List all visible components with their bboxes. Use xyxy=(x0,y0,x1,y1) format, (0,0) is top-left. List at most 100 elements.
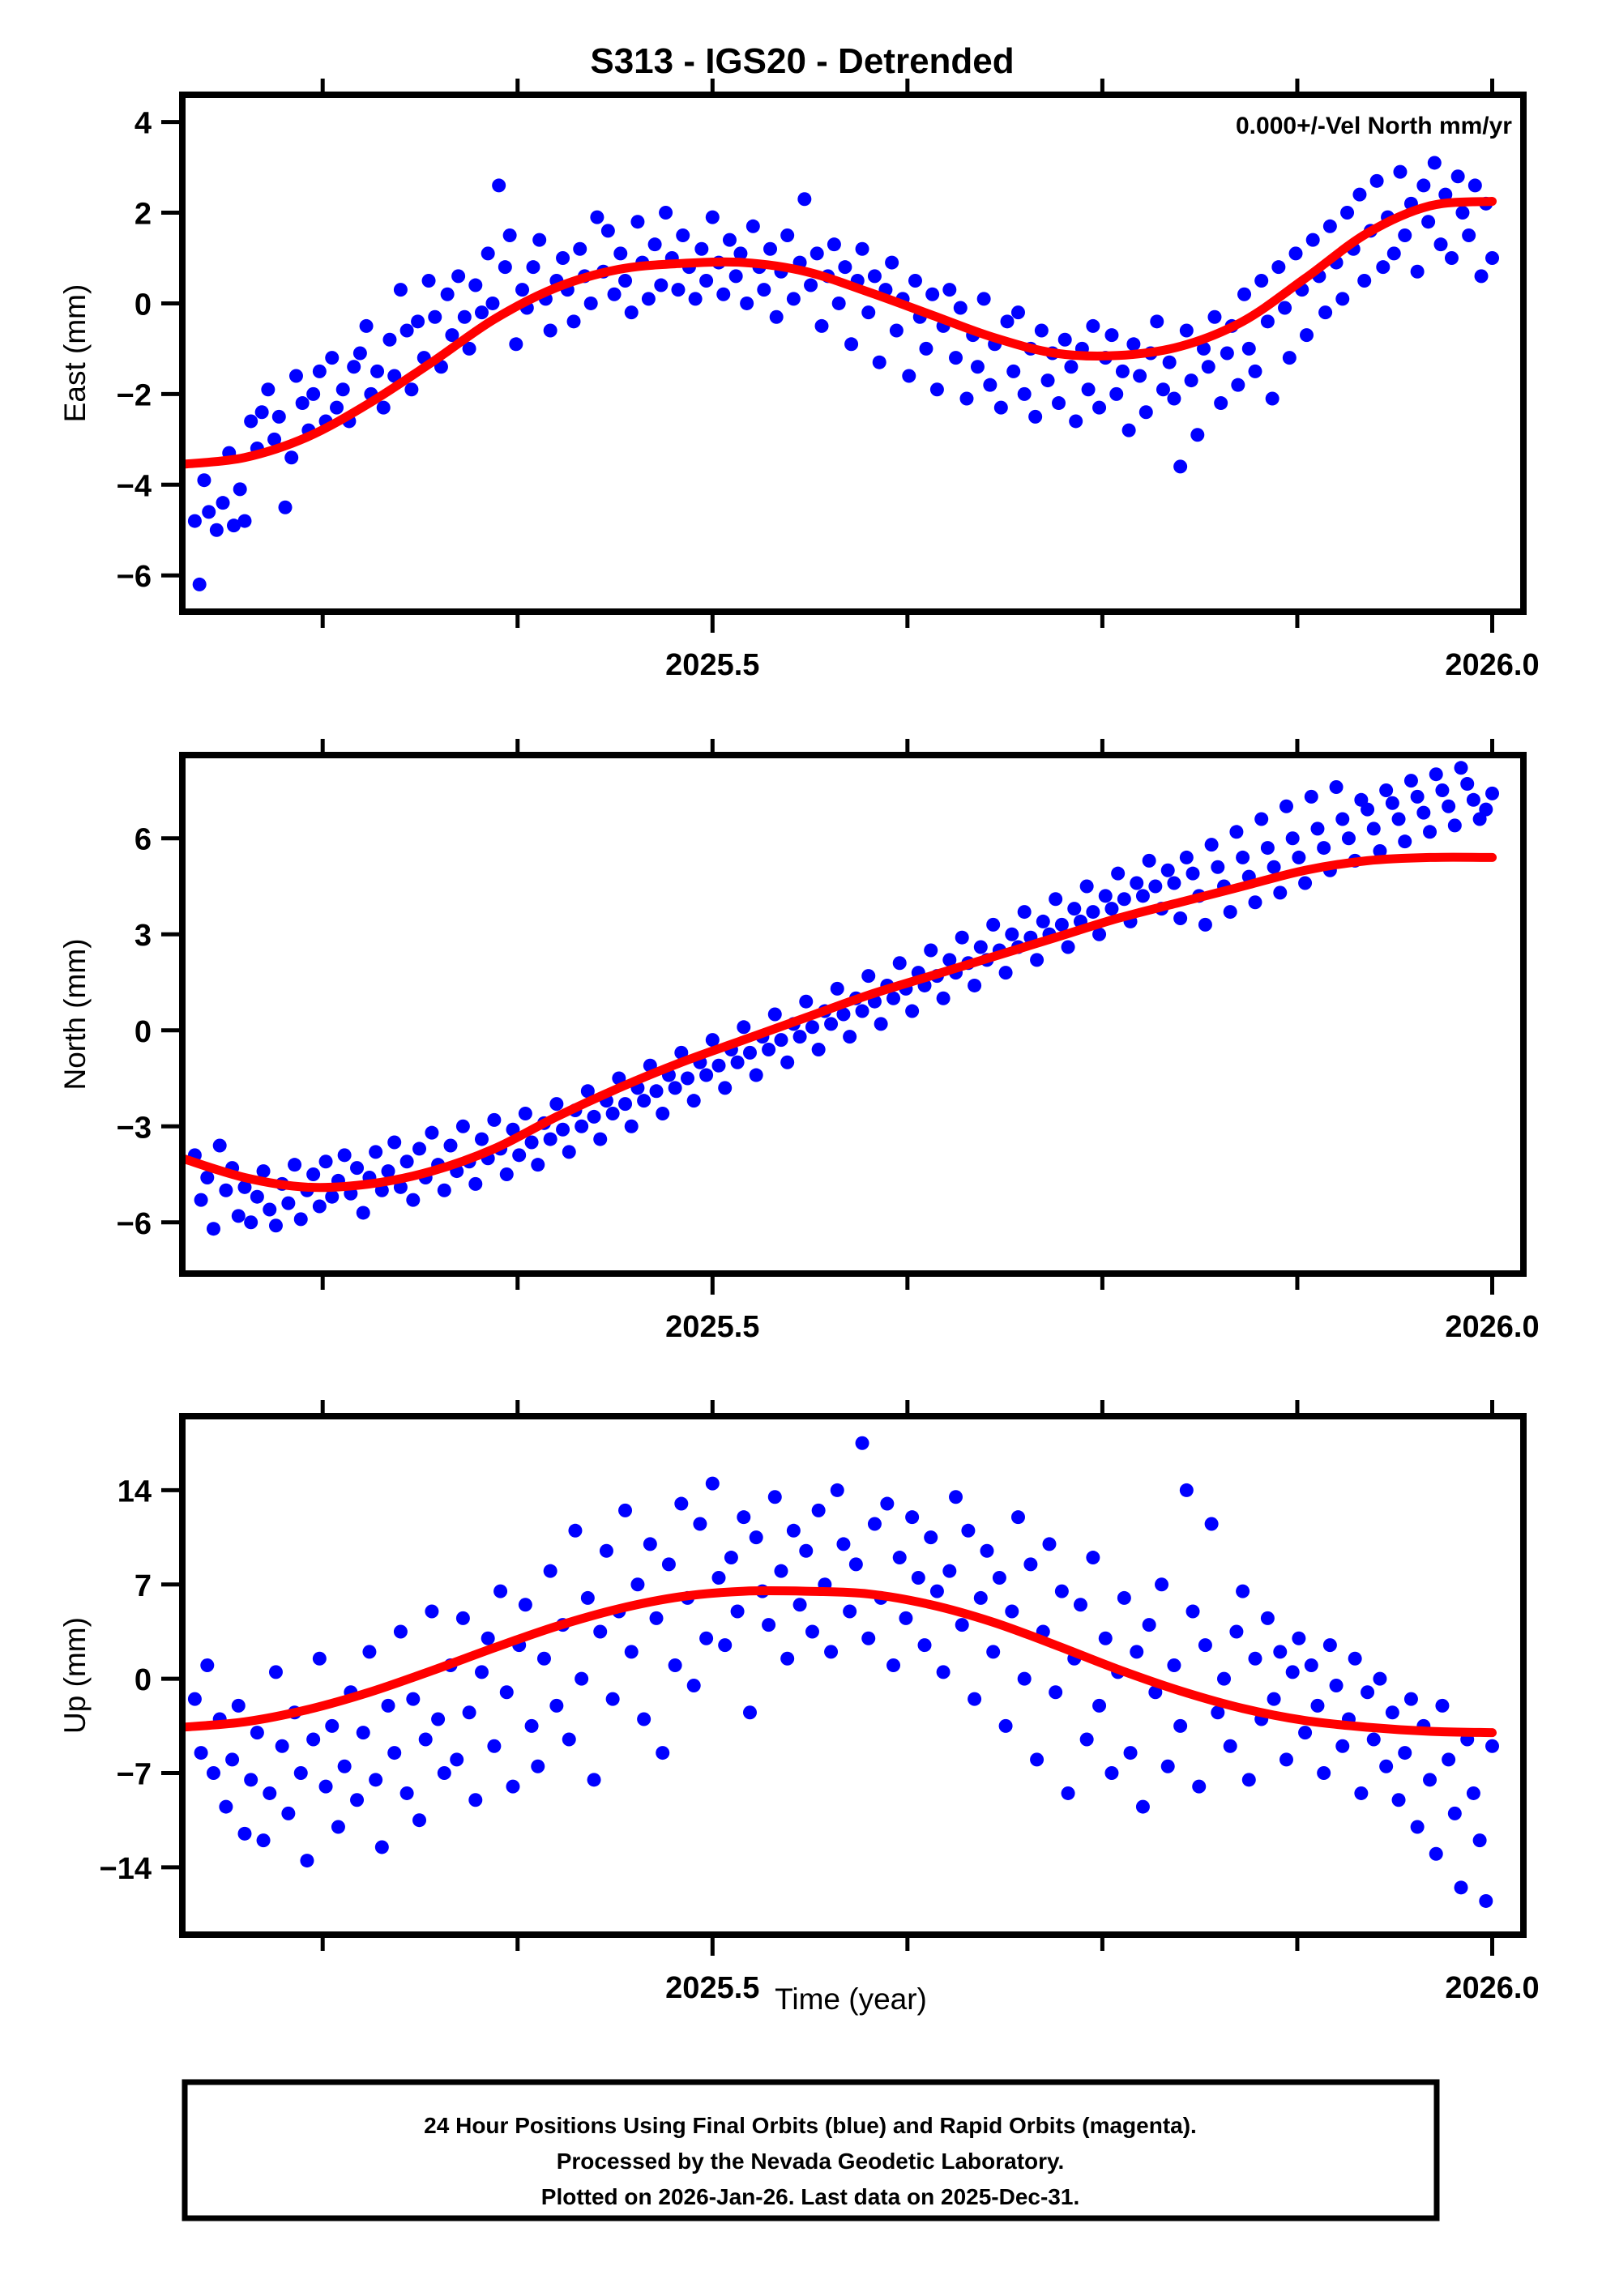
data-point xyxy=(1220,346,1234,361)
data-point xyxy=(1403,1692,1418,1706)
data-point xyxy=(1379,1759,1394,1773)
data-point xyxy=(824,1017,839,1031)
data-point xyxy=(359,318,374,333)
data-point xyxy=(1285,1665,1300,1679)
data-point xyxy=(671,283,686,297)
data-point xyxy=(1348,1651,1362,1666)
data-point xyxy=(562,1732,576,1747)
data-point xyxy=(986,1645,1001,1659)
data-point xyxy=(1000,314,1015,329)
data-point xyxy=(393,283,408,297)
data-point xyxy=(506,1779,520,1794)
data-point xyxy=(908,273,922,288)
x-tick-label: 2025.5 xyxy=(665,1971,759,2005)
x-tick-label: 2025.5 xyxy=(665,1310,759,1344)
data-point xyxy=(1304,1658,1318,1673)
data-point xyxy=(428,309,442,324)
data-point xyxy=(406,1193,421,1207)
data-point xyxy=(1117,1590,1131,1605)
data-point xyxy=(1142,1618,1156,1632)
data-point xyxy=(288,1158,302,1172)
data-point xyxy=(1017,386,1032,401)
velocity-annotation: 0.000+/-Vel North mm/yr xyxy=(1236,113,1512,139)
data-point xyxy=(1466,792,1480,807)
data-point xyxy=(983,378,998,392)
fit-curve-north xyxy=(182,852,1497,1193)
data-point xyxy=(1098,1631,1113,1645)
data-point xyxy=(256,1164,271,1179)
data-point xyxy=(325,1189,340,1204)
data-point xyxy=(1073,1598,1087,1612)
data-point xyxy=(1273,886,1288,900)
data-point xyxy=(487,1112,502,1127)
data-point xyxy=(844,337,859,352)
data-point xyxy=(968,978,982,992)
data-point xyxy=(237,514,252,528)
data-point xyxy=(518,1106,532,1120)
data-point xyxy=(929,1584,944,1598)
data-point xyxy=(749,1530,763,1545)
data-point xyxy=(498,260,512,275)
data-point xyxy=(686,1094,701,1108)
data-point xyxy=(237,1826,252,1841)
data-point xyxy=(827,237,841,252)
footer-line-3: Plotted on 2026-Jan-26. Last data on 202… xyxy=(541,2184,1079,2209)
data-point xyxy=(1130,1645,1144,1659)
data-point xyxy=(1391,812,1406,826)
data-point xyxy=(512,1148,527,1163)
data-point xyxy=(647,237,662,252)
data-point xyxy=(814,318,829,333)
data-point xyxy=(1241,1773,1256,1787)
data-point xyxy=(855,1004,869,1018)
data-point xyxy=(192,577,207,591)
data-point xyxy=(861,305,876,320)
data-point xyxy=(1231,378,1245,392)
data-point xyxy=(499,1685,514,1700)
data-point xyxy=(393,1624,408,1639)
data-point xyxy=(1455,206,1470,220)
data-point xyxy=(618,1097,633,1112)
data-point xyxy=(573,241,587,256)
data-point xyxy=(919,341,933,356)
data-point xyxy=(531,1759,545,1773)
data-point xyxy=(306,1732,321,1747)
data-point xyxy=(244,414,258,429)
data-point xyxy=(699,273,714,288)
data-point xyxy=(705,1476,720,1491)
data-point xyxy=(905,1510,920,1525)
data-point xyxy=(1104,1766,1119,1781)
data-point xyxy=(515,283,530,297)
data-point xyxy=(1079,1732,1094,1747)
data-point xyxy=(1196,341,1211,356)
data-point xyxy=(1036,914,1050,928)
data-point xyxy=(1340,206,1355,220)
data-point xyxy=(440,287,455,301)
data-point xyxy=(998,1718,1013,1733)
data-point xyxy=(613,246,628,261)
data-point xyxy=(1150,314,1164,329)
data-point xyxy=(618,273,633,288)
data-point xyxy=(387,1746,402,1760)
data-point xyxy=(509,337,523,352)
data-point xyxy=(1042,1537,1057,1551)
data-point xyxy=(1167,1658,1181,1673)
y-axis-label-east: East (mm) xyxy=(58,284,92,423)
data-point xyxy=(536,1651,551,1666)
data-point xyxy=(312,1651,327,1666)
y-tick-label: 2 xyxy=(135,198,152,232)
data-point xyxy=(716,287,731,301)
data-point xyxy=(805,1624,819,1639)
data-point xyxy=(1318,305,1333,320)
data-point xyxy=(1123,1746,1138,1760)
data-point xyxy=(1472,1833,1487,1848)
data-point xyxy=(668,1658,682,1673)
data-point xyxy=(831,296,846,310)
data-point xyxy=(1111,866,1126,881)
data-point xyxy=(451,269,466,284)
data-point xyxy=(261,382,276,397)
data-point xyxy=(693,1517,707,1531)
data-point xyxy=(886,991,901,1005)
data-point xyxy=(1485,250,1500,265)
data-point xyxy=(1204,838,1219,852)
